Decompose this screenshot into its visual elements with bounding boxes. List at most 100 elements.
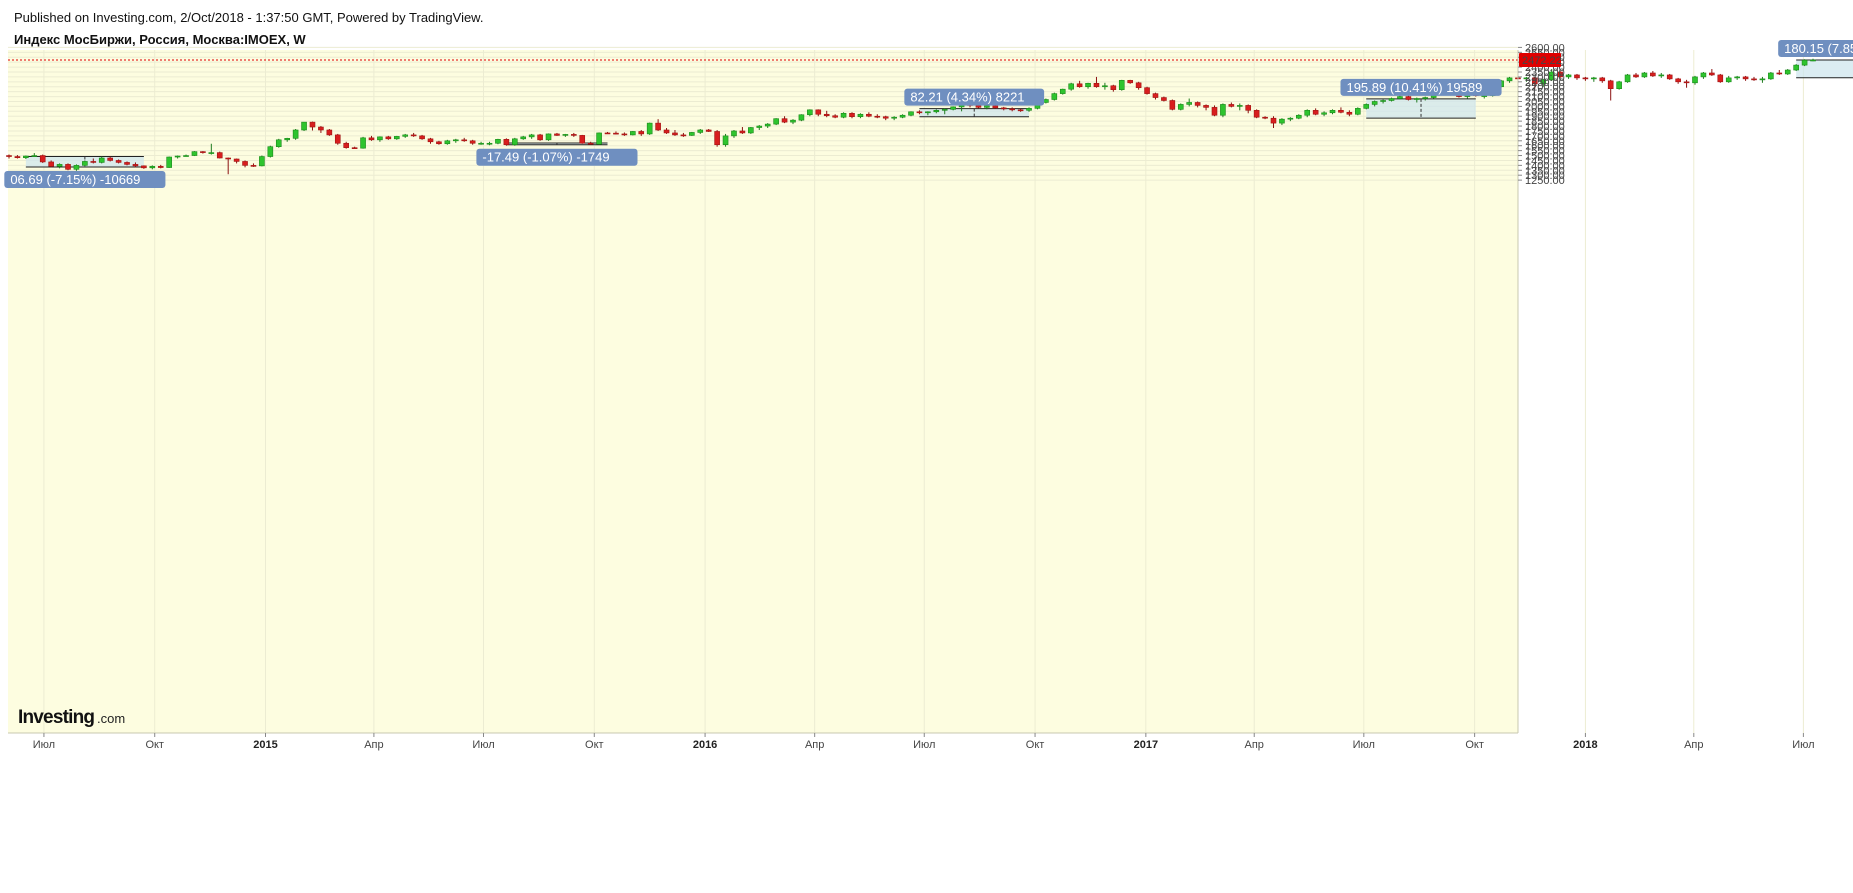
candle[interactable] bbox=[1523, 76, 1530, 82]
candle[interactable] bbox=[444, 139, 451, 145]
candle[interactable] bbox=[301, 121, 307, 131]
candle[interactable] bbox=[157, 164, 164, 169]
candle[interactable] bbox=[680, 132, 687, 137]
candle[interactable] bbox=[166, 156, 172, 168]
candle[interactable] bbox=[90, 158, 97, 164]
candle[interactable] bbox=[899, 114, 906, 119]
candle[interactable] bbox=[1203, 104, 1209, 111]
candle[interactable] bbox=[1641, 71, 1648, 78]
candle[interactable] bbox=[705, 129, 712, 132]
candle[interactable] bbox=[267, 145, 274, 158]
candle[interactable] bbox=[1043, 98, 1049, 104]
candle[interactable] bbox=[1236, 103, 1243, 111]
candle[interactable] bbox=[1734, 75, 1740, 80]
candle[interactable] bbox=[731, 129, 737, 138]
candle[interactable] bbox=[56, 163, 63, 169]
candle[interactable] bbox=[1127, 79, 1133, 84]
candle[interactable] bbox=[393, 135, 400, 140]
candle[interactable] bbox=[722, 133, 729, 147]
candle[interactable] bbox=[1211, 105, 1218, 117]
candle[interactable] bbox=[807, 109, 813, 117]
candle[interactable] bbox=[1085, 82, 1091, 89]
candle[interactable] bbox=[141, 165, 147, 169]
candle[interactable] bbox=[579, 134, 586, 144]
candle[interactable] bbox=[1169, 99, 1176, 111]
candle[interactable] bbox=[1304, 109, 1311, 118]
candle[interactable] bbox=[832, 114, 838, 119]
candle[interactable] bbox=[124, 161, 130, 166]
candle[interactable] bbox=[891, 116, 897, 121]
candle[interactable] bbox=[318, 126, 324, 133]
candle[interactable] bbox=[756, 125, 763, 130]
candle[interactable] bbox=[1607, 79, 1614, 101]
candle[interactable] bbox=[840, 112, 847, 119]
candle[interactable] bbox=[1768, 71, 1774, 80]
candle[interactable] bbox=[630, 130, 636, 136]
candle[interactable] bbox=[1725, 75, 1732, 83]
candle[interactable] bbox=[360, 136, 366, 149]
candle[interactable] bbox=[1414, 97, 1420, 103]
candle[interactable] bbox=[107, 156, 113, 162]
candle[interactable] bbox=[39, 154, 46, 163]
candle[interactable] bbox=[638, 129, 645, 136]
candle[interactable] bbox=[1287, 117, 1294, 122]
candle[interactable] bbox=[1110, 84, 1117, 92]
candle[interactable] bbox=[461, 137, 468, 142]
candle[interactable] bbox=[511, 137, 518, 146]
candle[interactable] bbox=[1565, 73, 1572, 79]
candle[interactable] bbox=[1405, 95, 1412, 101]
candle[interactable] bbox=[326, 129, 333, 136]
candle[interactable] bbox=[1220, 103, 1226, 118]
candle[interactable] bbox=[1616, 80, 1622, 90]
candle[interactable] bbox=[452, 138, 459, 143]
candle[interactable] bbox=[1228, 102, 1235, 108]
candle[interactable] bbox=[1093, 76, 1100, 88]
candle[interactable] bbox=[65, 163, 71, 171]
candle[interactable] bbox=[149, 165, 156, 170]
candle[interactable] bbox=[739, 127, 746, 134]
candle[interactable] bbox=[495, 138, 501, 145]
candle[interactable] bbox=[1161, 96, 1167, 102]
candle[interactable] bbox=[1633, 72, 1639, 78]
candle[interactable] bbox=[427, 137, 434, 144]
candle[interactable] bbox=[663, 128, 670, 134]
candle[interactable] bbox=[1591, 76, 1597, 82]
candle[interactable] bbox=[478, 141, 484, 145]
candle[interactable] bbox=[334, 133, 341, 145]
candle[interactable] bbox=[1793, 64, 1799, 72]
candle[interactable] bbox=[6, 154, 12, 159]
candle[interactable] bbox=[1186, 98, 1192, 107]
candle[interactable] bbox=[714, 129, 720, 147]
candle[interactable] bbox=[1346, 110, 1353, 117]
candle[interactable] bbox=[849, 112, 855, 119]
candle[interactable] bbox=[368, 135, 375, 141]
candle[interactable] bbox=[1717, 73, 1724, 83]
candle[interactable] bbox=[242, 160, 248, 168]
candle[interactable] bbox=[596, 132, 602, 145]
candle[interactable] bbox=[823, 110, 830, 118]
candle[interactable] bbox=[1363, 103, 1370, 110]
candle[interactable] bbox=[1194, 101, 1201, 108]
candle[interactable] bbox=[1801, 59, 1808, 67]
candle[interactable] bbox=[1557, 71, 1563, 79]
candle[interactable] bbox=[1000, 106, 1007, 111]
candle[interactable] bbox=[1506, 76, 1513, 83]
candle[interactable] bbox=[377, 136, 383, 142]
candle[interactable] bbox=[208, 143, 215, 155]
candle[interactable] bbox=[23, 155, 29, 159]
candle[interactable] bbox=[1397, 95, 1403, 100]
candle[interactable] bbox=[486, 141, 493, 146]
candle[interactable] bbox=[1059, 88, 1066, 95]
y-axis[interactable]: 2600.002550.002500.002450.002400.002350.… bbox=[1517, 42, 1565, 733]
candle[interactable] bbox=[646, 122, 653, 135]
candle[interactable] bbox=[916, 110, 923, 115]
candle[interactable] bbox=[1759, 76, 1766, 83]
candle[interactable] bbox=[613, 131, 619, 135]
candle[interactable] bbox=[82, 160, 88, 167]
candle[interactable] bbox=[250, 163, 257, 167]
candle[interactable] bbox=[689, 131, 695, 136]
candle[interactable] bbox=[410, 132, 417, 137]
candle[interactable] bbox=[1666, 73, 1673, 80]
candle[interactable] bbox=[115, 159, 122, 164]
candle[interactable] bbox=[815, 109, 822, 117]
